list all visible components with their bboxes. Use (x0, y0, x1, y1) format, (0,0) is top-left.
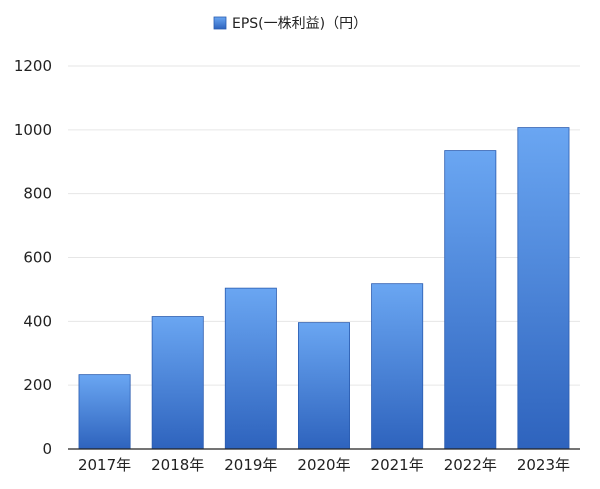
x-tick-label: 2019年 (224, 456, 277, 474)
legend-entry: EPS(一株利益)（円） (232, 16, 367, 32)
bar-5 (371, 283, 424, 450)
bar-2 (151, 316, 204, 450)
y-tick-label: 1200 (14, 57, 52, 75)
x-axis-ticks: 2017年 2018年 2019年 2020年 2021年 2022年 2023年 (78, 456, 570, 474)
x-tick-label: 2020年 (297, 456, 350, 474)
y-axis-ticks: 0 200 400 600 800 1000 1200 (14, 57, 52, 458)
y-tick-label: 200 (23, 376, 52, 394)
x-tick-label: 2022年 (444, 456, 497, 474)
x-tick-label: 2017年 (78, 456, 131, 474)
bar-4 (297, 322, 350, 450)
x-tick-label: 2021年 (371, 456, 424, 474)
y-tick-label: 0 (42, 440, 52, 458)
bar-6 (444, 150, 497, 450)
y-tick-label: 800 (23, 185, 52, 203)
bar-7 (517, 127, 570, 450)
bar-3 (224, 287, 277, 450)
bars (78, 127, 570, 450)
y-tick-label: 400 (23, 312, 52, 330)
bar-1 (78, 374, 131, 450)
x-tick-label: 2018年 (151, 456, 204, 474)
legend-swatch (213, 16, 227, 30)
y-tick-label: 1000 (14, 121, 52, 139)
legend: EPS(一株利益)（円） (213, 16, 367, 32)
x-tick-label: 2023年 (517, 456, 570, 474)
y-tick-label: 600 (23, 249, 52, 267)
